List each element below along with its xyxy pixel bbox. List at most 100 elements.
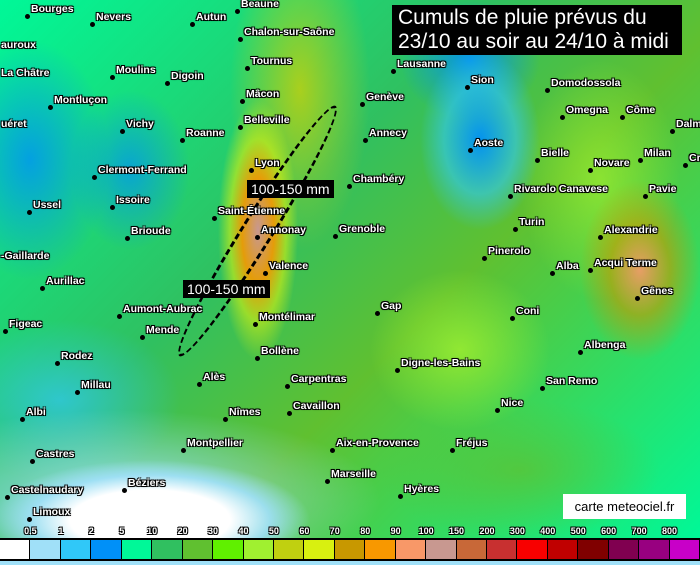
city-label: Beaune (241, 0, 279, 10)
city-label: Belleville (244, 114, 290, 126)
city-label: Chalon-sur-Saône (244, 26, 335, 38)
precipitation-map: Bourges Nevers Autun Beaune Chalon-sur-Saône… (0, 0, 700, 538)
city-label: Mâcon (246, 88, 280, 100)
city-label: Nîmes (229, 406, 261, 418)
credit-label: carte meteociel.fr (563, 494, 686, 519)
city-label: Chambéry (353, 173, 405, 185)
legend-tick-label: 300 (509, 526, 525, 536)
city-label: Castres (36, 448, 75, 460)
city-marker (560, 115, 565, 120)
rain-amount-callout: 100-150 mm (247, 180, 334, 198)
city-marker (48, 105, 53, 110)
city-label: Rodez (61, 350, 93, 362)
legend-color-cell (30, 540, 61, 559)
city-label: Hyères (404, 483, 440, 495)
map-title: Cumuls de pluie prévus du 23/10 au soir … (392, 5, 682, 55)
city-marker (325, 479, 330, 484)
city-marker (508, 194, 513, 199)
legend-color-cell (182, 540, 214, 559)
legend-color-cell (213, 540, 244, 559)
legend-tick-label: 5 (119, 526, 125, 536)
city-marker (92, 175, 97, 180)
city-label: San Remo (546, 375, 598, 387)
city-marker (27, 210, 32, 215)
city-label: Pinerolo (488, 245, 531, 257)
city-label: auroux (1, 39, 37, 51)
legend-color-cell (426, 540, 457, 559)
city-label: Milan (644, 147, 671, 159)
legend-color-cell (152, 540, 183, 559)
legend-tick-label: 200 (479, 526, 495, 536)
city-label: Turin (519, 216, 545, 228)
city-marker (598, 235, 603, 240)
city-marker (212, 216, 217, 221)
city-marker (620, 115, 625, 120)
city-marker (287, 411, 292, 416)
city-marker (510, 316, 515, 321)
legend-color-cell (334, 540, 366, 559)
city-label: Côme (626, 104, 656, 116)
legend-color-cell (304, 540, 335, 559)
city-label: Alexandrie (604, 224, 658, 236)
city-marker (255, 235, 260, 240)
color-scale-legend: 0.5 1 2 5 10 20 30 40 50 60 70 80 90 100 150 200 300 400 5… (0, 526, 700, 565)
city-marker (588, 268, 593, 273)
legend-tick-label: 400 (540, 526, 556, 536)
city-marker (165, 81, 170, 86)
legend-tick-label: 60 (299, 526, 310, 536)
city-marker (20, 417, 25, 422)
legend-color-cell (395, 540, 427, 559)
title-line-1: Cumuls de pluie prévus du (398, 6, 647, 29)
legend-color-cell (121, 540, 153, 559)
legend-tick-label: 0.5 (24, 526, 37, 536)
city-marker (643, 194, 648, 199)
city-label: Digoin (171, 70, 204, 82)
city-label: Lausanne (397, 58, 447, 70)
city-marker (468, 148, 473, 153)
city-label: Dalm (676, 118, 700, 130)
legend-color-cell (273, 540, 305, 559)
city-marker (495, 408, 500, 413)
city-label: Alès (203, 371, 226, 383)
rain-amount-callout: 100-150 mm (183, 280, 270, 298)
city-label: Vichy (126, 118, 154, 130)
city-label: Nevers (96, 11, 132, 23)
legend-color-cell (547, 540, 579, 559)
city-marker (635, 296, 640, 301)
city-label: Rivarolo Canavese (514, 183, 608, 195)
city-label: Albenga (584, 339, 626, 351)
city-label: Saint-Étienne (218, 205, 286, 217)
city-label: Pavie (649, 183, 677, 195)
city-label: Gap (381, 300, 402, 312)
city-marker (120, 129, 125, 134)
city-label: Fréjus (456, 437, 488, 449)
city-label: Aurillac (46, 275, 85, 287)
city-marker (110, 75, 115, 80)
city-marker (638, 158, 643, 163)
city-marker (263, 271, 268, 276)
city-label: Castelnaudary (11, 484, 84, 496)
city-marker (375, 311, 380, 316)
city-label: Aix-en-Provence (336, 437, 419, 449)
city-marker (465, 85, 470, 90)
legend-bar (0, 538, 700, 561)
city-marker (30, 459, 35, 464)
city-marker (235, 9, 240, 14)
city-label: Aumont-Aubrac (123, 303, 203, 315)
city-marker (238, 125, 243, 130)
legend-tick-label: 10 (147, 526, 158, 536)
title-line-2: 23/10 au soir au 24/10 à midi (398, 30, 669, 53)
city-marker (140, 335, 145, 340)
city-marker (197, 382, 202, 387)
legend-footer (0, 561, 700, 565)
city-marker (122, 488, 127, 493)
city-label: uéret (1, 118, 27, 130)
legend-tick-label: 1 (58, 526, 64, 536)
legend-color-cell (456, 540, 487, 559)
city-label: Lyon (255, 157, 280, 169)
legend-color-cell (91, 540, 122, 559)
legend-tick-label: 80 (360, 526, 371, 536)
city-label: Limoux (33, 506, 71, 518)
legend-tick-label: 150 (449, 526, 465, 536)
city-label: -Gaillarde (1, 250, 50, 262)
